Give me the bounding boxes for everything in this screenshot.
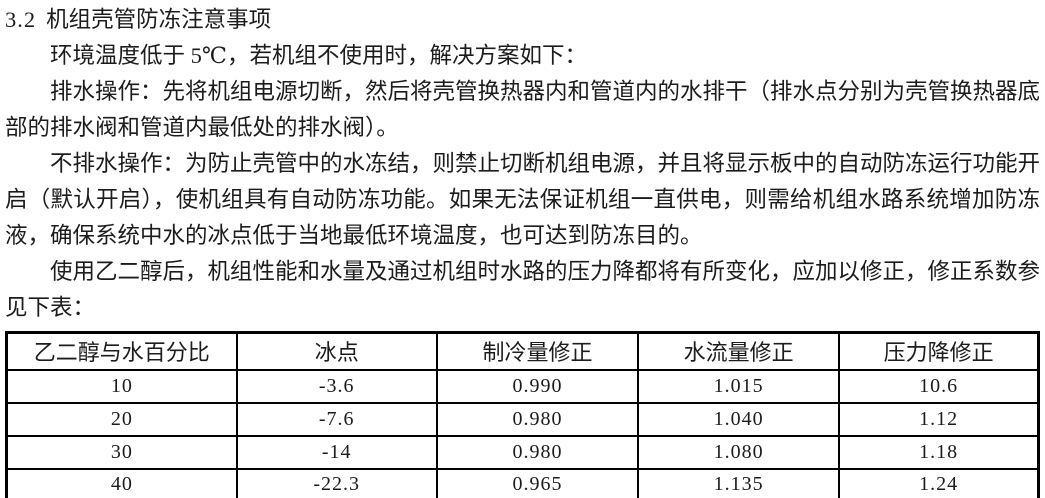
table-cell: 0.990 <box>435 368 640 404</box>
paragraph-no-drain-operation: 不排水操作：为防止壳管中的水冻结，则禁止切断机组电源，并且将显示板中的自动防冻运… <box>5 151 1041 248</box>
table-cell: 1.080 <box>637 434 841 470</box>
table-cell: -14 <box>235 434 438 470</box>
table-row: 10 -3.6 0.990 1.015 10.6 <box>5 368 1040 404</box>
table-row: 30 -14 0.980 1.080 1.18 <box>5 434 1040 470</box>
table-header-cell: 压力降修正 <box>838 331 1040 371</box>
table-cell: 20 <box>5 401 238 437</box>
table-cell: -3.6 <box>235 368 438 404</box>
table-cell: 1.135 <box>637 467 841 498</box>
table-cell: 1.12 <box>838 401 1040 437</box>
table-cell: 0.965 <box>435 467 640 498</box>
table-header-cell: 乙二醇与水百分比 <box>5 331 238 371</box>
table-header-row: 乙二醇与水百分比 冰点 制冷量修正 水流量修正 压力降修正 <box>5 331 1040 371</box>
table-cell: 1.015 <box>637 368 841 404</box>
table-cell: 0.980 <box>435 434 640 470</box>
table-cell: 0.980 <box>435 401 640 437</box>
table-cell: 1.24 <box>838 467 1040 498</box>
table-cell: 40 <box>5 467 238 498</box>
table-cell: 1.040 <box>637 401 841 437</box>
table-cell: 10.6 <box>838 368 1040 404</box>
table-cell: -7.6 <box>235 401 438 437</box>
paragraph-intro: 环境温度低于 5℃，若机组不使用时，解决方案如下： <box>50 43 588 68</box>
table-row: 40 -22.3 0.965 1.135 1.24 <box>5 467 1040 498</box>
table-cell: 30 <box>5 434 238 470</box>
section-heading: 3.2 机组壳管防冻注意事项 <box>5 2 1040 38</box>
paragraph-glycol-correction: 使用乙二醇后，机组性能和水量及通过机组时水路的压力降都将有所变化，应加以修正，修… <box>5 259 1041 320</box>
table-header-cell: 冰点 <box>235 331 438 371</box>
glycol-correction-table: 乙二醇与水百分比 冰点 制冷量修正 水流量修正 压力降修正 10 -3.6 0.990 1.0… <box>5 331 1040 498</box>
table-cell: 10 <box>5 368 238 404</box>
paragraph-drain-operation: 排水操作：先将机组电源切断，然后将壳管换热器内和管道内的水排干（排水点分别为壳管… <box>5 79 1041 140</box>
section-number: 3.2 <box>5 7 37 32</box>
table-header-cell: 制冷量修正 <box>435 331 640 371</box>
table-row: 20 -7.6 0.980 1.040 1.12 <box>5 401 1040 437</box>
table-cell: -22.3 <box>235 467 438 498</box>
section-title: 机组壳管防冻注意事项 <box>46 7 272 32</box>
table-cell: 1.18 <box>838 434 1040 470</box>
table-header-cell: 水流量修正 <box>637 331 841 371</box>
